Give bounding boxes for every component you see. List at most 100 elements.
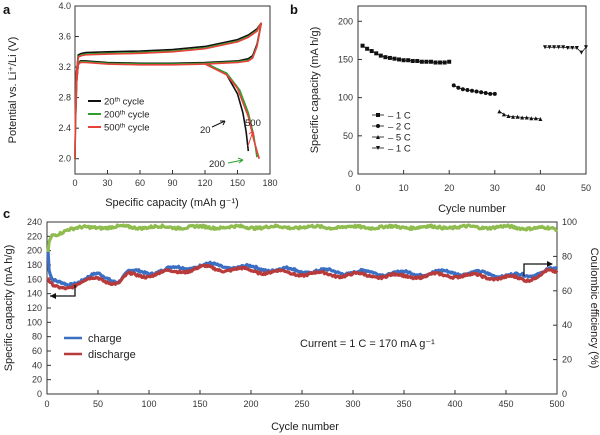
- panel-c-frame: [46, 221, 558, 395]
- panel-a-arrowhead-500: [248, 130, 255, 137]
- panel-b-x-axis-label: Cycle number: [438, 203, 506, 215]
- panel-c-series-discharge: [46, 263, 559, 291]
- panel-b-data-point: [533, 116, 538, 121]
- panel-b-y-tick-label: 150: [338, 54, 353, 64]
- panel-c-y2-axis-label: Coulombic efficiency (%): [588, 248, 600, 369]
- panel-b-data-point: [520, 115, 525, 120]
- panel-c-y-tick-label: 200: [27, 246, 42, 256]
- panel-b-data-point: [438, 60, 443, 65]
- panel-b-data-point: [584, 45, 588, 50]
- panel-b-x-tick-label: 20: [444, 183, 454, 193]
- panel-a-arrow-500: [247, 130, 254, 147]
- panel-b-series-line: [499, 111, 541, 120]
- panel-c-y-tick-label: 60: [32, 346, 42, 356]
- panel-b-legend-label: – 5 C: [388, 133, 411, 144]
- panel-a-legend-number: 200: [104, 110, 120, 121]
- panel-a-x-axis-label: Specific capacity (mAh g⁻¹): [105, 197, 239, 209]
- panel-b-data-point: [501, 112, 506, 117]
- panel-c-y-tick-label: 0: [37, 389, 42, 399]
- panel-b-legend-label: – 2 C: [388, 122, 411, 133]
- panel-c-x-tick-label: 0: [44, 399, 49, 409]
- panel-a-x-tick-label: 90: [167, 178, 177, 188]
- panel-c-x-tick-label: 450: [498, 399, 513, 409]
- panel-c-right-arrowhead: [547, 261, 553, 267]
- panel-a-legend-word: cycle: [125, 110, 149, 121]
- panel-b-data-point: [483, 91, 488, 96]
- panel-b-data-point: [579, 50, 584, 55]
- panel-a-label: a: [3, 2, 11, 17]
- panel-b-data-point: [574, 46, 579, 50]
- panel-c-y-axis-label: Specific capacity (mA h/g): [3, 245, 15, 372]
- panel-c-x-tick-label: 150: [192, 399, 207, 409]
- panel-c-y-tick-label: 140: [27, 289, 42, 299]
- panel-b-data-point: [460, 87, 465, 92]
- panel-c-chart: 0 50 100 150 200 250 300 350 400 450 5000204060801…: [3, 217, 600, 433]
- panel-b-data-point: [387, 55, 392, 60]
- panel-a-x-tick-label: 180: [262, 178, 277, 188]
- panel-b-legend-marker: [376, 113, 380, 117]
- panel-b-data-point: [424, 59, 429, 64]
- panel-b-legend-marker: [376, 124, 380, 128]
- panel-c-series-charge: [46, 249, 559, 288]
- panel-b-data-point: [383, 55, 388, 60]
- panel-b-legend-label: – 1 C: [388, 111, 411, 122]
- panel-a-arrowhead-200: [237, 157, 244, 164]
- panel-b-data-point: [451, 83, 456, 88]
- panel-b-y-axis-label: Specific capacity (mA h/g): [309, 27, 321, 154]
- panel-a-x-tick-label: 0: [72, 178, 77, 188]
- panel-b-data-point: [419, 59, 424, 64]
- panel-b-data-point: [410, 58, 415, 63]
- panel-b-data-point: [524, 115, 529, 120]
- panel-a-legend-number: 20: [104, 97, 115, 108]
- panel-c-x-tick-label: 500: [549, 399, 564, 409]
- panel-b-data-point: [556, 45, 561, 50]
- panel-a-legend-word: cycle: [125, 123, 149, 134]
- panel-c-y2-tick-label: 80: [562, 251, 572, 261]
- panel-b-x-tick-label: 50: [581, 183, 591, 193]
- panel-b-data-point: [365, 46, 370, 51]
- panel-a-arrowhead-20: [220, 120, 226, 126]
- panel-c-y2-tick-label: 0: [562, 389, 567, 399]
- panel-a-annotation-500: 500: [245, 118, 261, 129]
- panel-b-data-point: [492, 91, 497, 96]
- panel-b-label: b: [290, 2, 298, 17]
- panel-c-x-tick-label: 50: [93, 399, 103, 409]
- panel-a-legend-suffix: th: [120, 109, 126, 116]
- panel-c-y-tick-label: 180: [27, 260, 42, 270]
- panel-c-x-tick-label: 250: [294, 399, 309, 409]
- panel-c-x-axis-label: Cycle number: [271, 421, 339, 433]
- panel-a-discharge-tail-500: [204, 63, 260, 159]
- panel-a-y-tick-label: 3.6: [58, 32, 71, 42]
- panel-b-data-point: [538, 117, 543, 122]
- panel-b-y-tick-label: 0: [348, 169, 353, 179]
- panel-c-y2-tick-label: 20: [562, 355, 572, 365]
- panel-b-data-point: [456, 85, 461, 90]
- panel-b-x-tick-label: 30: [490, 183, 500, 193]
- panel-b-legend-marker: [376, 146, 380, 150]
- panel-c-right-axis-arrow: [523, 263, 552, 276]
- panel-b-data-point: [442, 60, 447, 65]
- panel-b-data-point: [392, 56, 397, 61]
- panel-c-y2-tick-label: 40: [562, 320, 572, 330]
- panel-b-data-point: [506, 113, 511, 118]
- panel-a-y-tick-label: 2.4: [58, 123, 71, 133]
- panel-c-left-arrowhead: [50, 293, 56, 299]
- panel-c-x-tick-label: 300: [345, 399, 360, 409]
- panel-b-series-line: [544, 46, 587, 54]
- panel-a-x-tick-label: 30: [102, 178, 112, 188]
- panel-a-annotation-20: 20: [200, 125, 211, 136]
- panel-a-x-tick-label: 150: [230, 178, 245, 188]
- panel-a-legend-suffix: th: [115, 96, 121, 103]
- panel-c-legend-label: charge: [88, 333, 122, 345]
- panel-a-legend-suffix: th: [120, 122, 126, 129]
- panel-b-data-point: [515, 114, 520, 119]
- panel-b-y-tick-label: 100: [338, 93, 353, 103]
- panel-c-x-tick-label: 350: [396, 399, 411, 409]
- panel-a-annotation-200: 200: [209, 159, 225, 170]
- panel-c-y-tick-label: 100: [27, 317, 42, 327]
- panel-a-arrow-200: [227, 159, 244, 164]
- panel-b-data-point: [406, 58, 411, 63]
- panel-b-x-tick-label: 40: [535, 183, 545, 193]
- panel-b-data-point: [401, 58, 406, 63]
